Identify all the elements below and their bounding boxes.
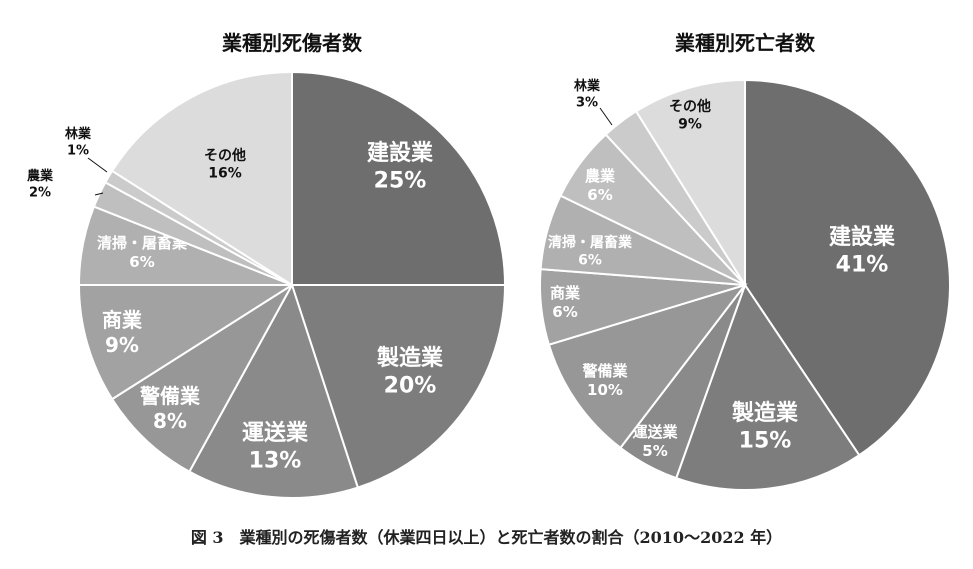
slice-value-label: 10% [587,381,623,399]
slice-value-label: 2% [29,185,51,200]
slice-label: 建設業 [367,140,434,166]
pie-charts: 業種別死傷者数建設業25%製造業20%運送業13%警備業8%商業9%清掃・屠畜業… [27,31,951,499]
slice-value-label: 13% [249,449,302,474]
slice-label: 警備業 [140,384,201,408]
chart-title: 業種別死傷者数 [222,31,363,55]
pie-slice [110,284,293,474]
slice-value-label: 16% [208,166,242,182]
slice-label: 警備業 [581,362,628,380]
slice-value-label: 6% [129,253,154,271]
slice-value-label: 20% [384,374,437,399]
slice-label: 製造業 [731,400,799,426]
slice-label: 商業 [550,284,581,302]
pie-slice [110,70,293,287]
slice-label: 運送業 [632,423,678,441]
slice-value-label: 25% [374,169,427,194]
slice-value-label: 8% [153,409,187,433]
pie-slice [674,282,861,491]
slice-label: 建設業 [829,224,896,250]
chart-title: 業種別死亡者数 [675,31,816,55]
pie-slice [547,283,748,450]
slice-label: 運送業 [242,420,309,446]
slice-label: 製造業 [376,345,444,371]
pie-slice [77,284,296,401]
slice-value-label: 6% [552,303,577,321]
leader-line [87,157,108,173]
slice-label: 商業 [102,308,143,332]
slice-label: 林業 [65,126,92,142]
slice-value-label: 3% [576,95,598,110]
slice-value-label: 6% [587,186,612,204]
pie-slice [188,282,360,499]
slice-label: その他 [669,98,711,115]
slice-label: 農業 [27,168,54,184]
slice-value-label: 41% [836,253,889,278]
slice-label: 清掃・屠畜業 [97,234,188,252]
pie-slice [634,78,746,289]
pie-slice [290,284,507,489]
pie-slice [744,78,951,457]
slice-label: 林業 [574,78,601,94]
slice-label: その他 [204,147,246,164]
leader-line [94,192,104,196]
slice-value-label: 9% [678,117,702,133]
slice-label: 農業 [585,167,616,185]
pie-slice [291,70,507,286]
slice-value-label: 15% [739,429,792,454]
slice-value-label: 9% [105,333,139,357]
slice-value-label: 1% [67,143,89,158]
slice-label: 清掃・屠畜業 [548,234,633,251]
leader-line [599,107,613,126]
figure-caption: 図 3 業種別の死傷者数（休業四日以上）と死亡者数の割合（2010〜2022 年… [190,528,783,547]
slice-value-label: 5% [642,442,667,460]
slice-value-label: 6% [578,253,602,269]
